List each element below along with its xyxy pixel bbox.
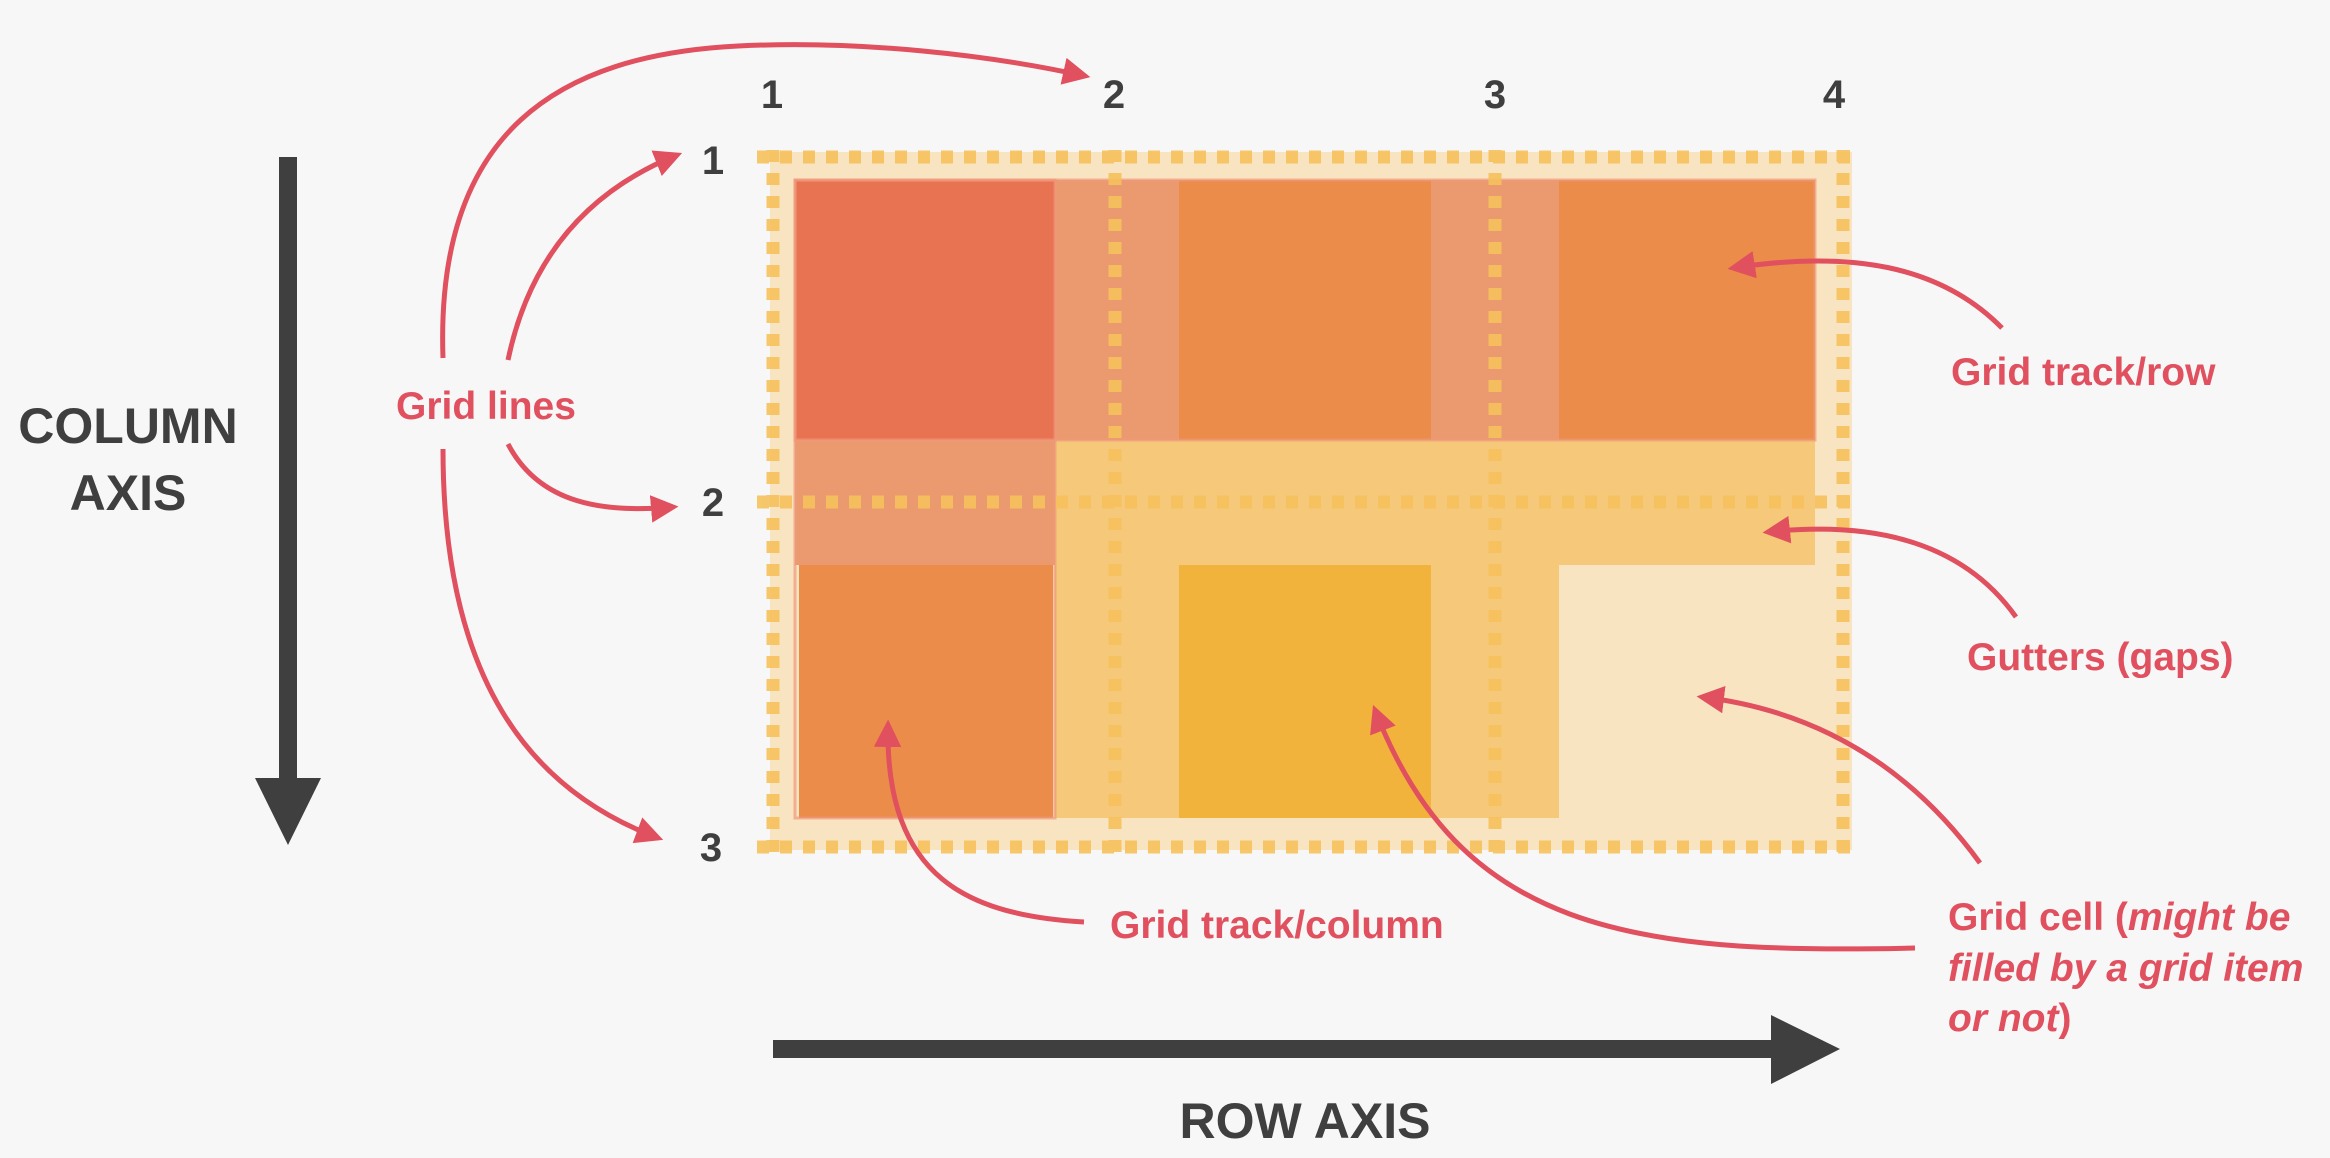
row-axis-label: ROW AXIS: [1180, 1093, 1431, 1149]
column-axis-label-line2: AXIS: [70, 465, 187, 521]
grid-lines-label: Grid lines: [396, 385, 576, 428]
row-line-number-1: 1: [702, 139, 724, 183]
grid-lines-arrow-to-row-line-1: [505, 150, 683, 361]
grid-track-column-arrow: [873, 719, 1085, 925]
grid-lines-arrow-to-row-line-3: [440, 448, 664, 844]
grid-lines-arrow-to-row-line-2: [505, 442, 679, 523]
grid-cell-2-2: [1179, 565, 1431, 818]
grid-cell-label-suffix: ): [2058, 997, 2071, 1040]
column-track-1-outline: [793, 178, 1057, 820]
grid-lines: [757, 150, 1858, 855]
grid-cell-arrow-to-empty-cell: [1696, 685, 1983, 865]
grid-cell-1-2: [1179, 180, 1431, 440]
grid-cell-label-italic-3: or not: [1948, 997, 2060, 1040]
svg-text:or not): or not): [1948, 997, 2071, 1040]
grid-track-row-label: Grid track/row: [1951, 351, 2216, 394]
gutters-label: Gutters (gaps): [1967, 636, 2234, 679]
annotation-arrows: [440, 42, 2019, 952]
row-axis-arrow: [773, 1015, 1840, 1084]
grid-cell-label: Grid cell (might be filled by a grid ite…: [1948, 896, 2303, 1040]
grid-cell-label-italic-2: filled by a grid item: [1948, 947, 2303, 990]
column-axis-label-line1: COLUMN: [18, 398, 237, 454]
grid-cell-2-3-empty: [1559, 565, 1815, 818]
grid-cell-1-1: [795, 180, 1055, 440]
grid-cell-1-3: [1559, 180, 1815, 440]
column-line-number-1: 1: [761, 73, 783, 117]
grid-cell-arrow-to-grid-item: [1370, 704, 1916, 952]
grid-track-column-label: Grid track/column: [1110, 904, 1444, 947]
column-axis-arrow: [255, 157, 321, 845]
grid-cell-label-italic-1: might be: [2128, 896, 2291, 939]
row-line-number-2: 2: [702, 481, 724, 525]
grid-track-row-arrow: [1727, 251, 2004, 330]
grid-lines-arrow-to-column-line-2: [440, 42, 1091, 359]
row-line-number-3: 3: [700, 826, 722, 870]
gutters-arrow: [1762, 515, 2019, 619]
grid-cell-2-1: [799, 565, 1053, 818]
column-line-number-3: 3: [1484, 73, 1506, 117]
grid-cell-label-prefix: Grid cell (: [1948, 896, 2128, 939]
column-line-number-4: 4: [1823, 73, 1846, 117]
svg-text:Grid cell (might be: Grid cell (might be: [1948, 896, 2290, 939]
column-line-number-2: 2: [1103, 73, 1125, 117]
